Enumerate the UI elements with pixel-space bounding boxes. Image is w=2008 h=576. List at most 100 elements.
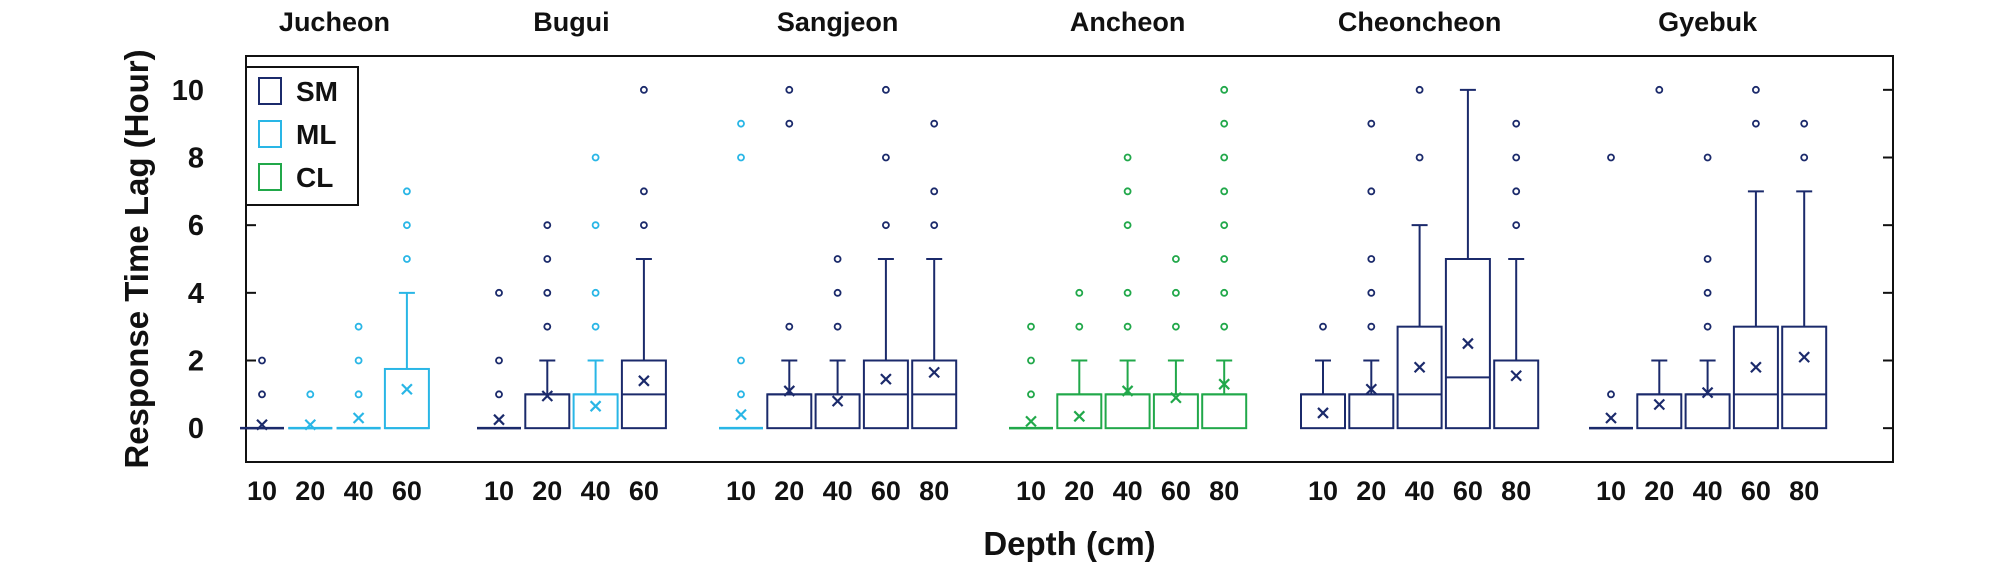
outlier-point bbox=[1367, 322, 1376, 331]
outlier-point bbox=[1220, 255, 1229, 263]
legend-label-sm: SM bbox=[296, 76, 338, 107]
depth-label: 40 bbox=[1693, 476, 1723, 506]
outlier-point bbox=[1512, 187, 1521, 196]
outlier-point bbox=[930, 221, 939, 230]
box-iqr bbox=[1056, 393, 1103, 430]
legend: SM ML CL bbox=[245, 66, 359, 206]
mean-marker-b bbox=[589, 400, 602, 412]
depth-label: 60 bbox=[629, 476, 659, 506]
outlier-point bbox=[402, 187, 411, 196]
outlier-point bbox=[1123, 153, 1132, 162]
box-cheoncheon-20 bbox=[1348, 119, 1395, 430]
outlier-point bbox=[833, 288, 842, 297]
mean-marker-b bbox=[638, 375, 650, 387]
mean-marker-b bbox=[831, 395, 844, 407]
outlier-point bbox=[1367, 187, 1376, 196]
legend-label-ml: ML bbox=[296, 119, 336, 150]
y-tick-label: 2 bbox=[188, 346, 204, 378]
outlier-point bbox=[495, 356, 503, 365]
outlier-point bbox=[1220, 221, 1229, 230]
box-sangjeon-60 bbox=[862, 85, 909, 430]
depth-label: 10 bbox=[1308, 476, 1338, 506]
outlier-point bbox=[737, 390, 745, 399]
box-gyebuk-10 bbox=[1589, 153, 1633, 430]
outlier-point bbox=[543, 255, 552, 263]
box-jucheon-40 bbox=[336, 322, 381, 430]
site-title-jucheon: Jucheon bbox=[279, 7, 390, 37]
outlier-point bbox=[737, 153, 745, 162]
outlier-point bbox=[1172, 288, 1180, 297]
outlier-point bbox=[495, 390, 503, 399]
outlier-point bbox=[1367, 255, 1376, 263]
site-title-cheoncheon: Cheoncheon bbox=[1338, 7, 1502, 37]
mean-marker-b bbox=[1750, 361, 1762, 374]
chart-layer: 0 2 4 6 8 10 Response Time Lag (Hour) Depth (cm… bbox=[118, 7, 1894, 562]
outlier-point bbox=[495, 288, 503, 297]
mean-marker-b bbox=[541, 390, 554, 402]
mean-marker-b bbox=[401, 383, 413, 396]
mean-marker-b bbox=[256, 419, 268, 431]
mean-marker-b bbox=[735, 408, 747, 421]
outlier-point bbox=[543, 322, 552, 331]
depth-label: 10 bbox=[484, 476, 514, 506]
depth-label: 40 bbox=[1113, 476, 1143, 506]
mean-marker-b bbox=[1413, 361, 1426, 374]
outlier-point bbox=[1220, 85, 1229, 94]
outlier-point bbox=[882, 85, 890, 94]
depth-label: 10 bbox=[247, 476, 277, 506]
x-axis-title: Depth (cm) bbox=[983, 525, 1155, 562]
depth-label: 20 bbox=[774, 476, 804, 506]
mean-marker-b bbox=[1073, 410, 1086, 423]
outlier-point bbox=[1027, 390, 1035, 399]
box-ancheon-10 bbox=[1009, 322, 1053, 430]
depth-label: 10 bbox=[1596, 476, 1626, 506]
mean-marker-b bbox=[1121, 385, 1134, 397]
outlier-point bbox=[1075, 288, 1084, 297]
outlier-point bbox=[1123, 288, 1132, 297]
outlier-point bbox=[833, 255, 842, 263]
outlier-point bbox=[1607, 390, 1615, 399]
box-cheoncheon-40 bbox=[1396, 85, 1443, 430]
box-iqr bbox=[572, 393, 619, 430]
depth-label: 20 bbox=[1644, 476, 1674, 506]
box-iqr bbox=[1444, 258, 1491, 430]
mean-marker-b bbox=[1605, 412, 1617, 424]
box-iqr bbox=[1104, 393, 1151, 430]
box-sangjeon-80 bbox=[911, 119, 958, 430]
y-tick-label: 0 bbox=[188, 413, 204, 445]
mean-marker-b bbox=[928, 366, 940, 379]
outlier-point bbox=[258, 390, 266, 399]
outlier-point bbox=[1800, 153, 1809, 162]
box-jucheon-20 bbox=[288, 390, 333, 431]
box-bugui-60 bbox=[620, 85, 667, 430]
outlier-point bbox=[543, 221, 552, 230]
depth-label: 40 bbox=[823, 476, 853, 506]
outlier-point bbox=[640, 221, 648, 230]
outlier-point bbox=[640, 187, 648, 196]
outlier-point bbox=[1319, 322, 1327, 331]
mean-marker-b bbox=[1701, 386, 1714, 399]
outlier-point bbox=[1703, 153, 1712, 162]
mean-marker-b bbox=[1218, 378, 1230, 390]
y-tick-label: 6 bbox=[188, 210, 204, 242]
outlier-point bbox=[1220, 322, 1229, 331]
box-iqr bbox=[1348, 393, 1395, 430]
mean-marker-b bbox=[783, 385, 796, 397]
box-iqr bbox=[766, 393, 813, 430]
outlier-point bbox=[591, 322, 600, 331]
box-bugui-20 bbox=[524, 221, 571, 430]
depth-label: 60 bbox=[1161, 476, 1191, 506]
outlier-point bbox=[591, 221, 600, 230]
box-cheoncheon-60 bbox=[1444, 88, 1491, 430]
outlier-point bbox=[591, 153, 600, 162]
outlier-point bbox=[930, 187, 939, 196]
outlier-point bbox=[737, 119, 745, 128]
mean-marker-b bbox=[1365, 383, 1378, 396]
outlier-point bbox=[258, 356, 266, 365]
plot-frame bbox=[245, 55, 1894, 463]
box-gyebuk-40 bbox=[1684, 153, 1731, 430]
depth-label: 10 bbox=[1016, 476, 1046, 506]
outlier-point bbox=[785, 119, 794, 128]
box-iqr bbox=[383, 367, 430, 430]
outlier-point bbox=[1367, 119, 1376, 128]
